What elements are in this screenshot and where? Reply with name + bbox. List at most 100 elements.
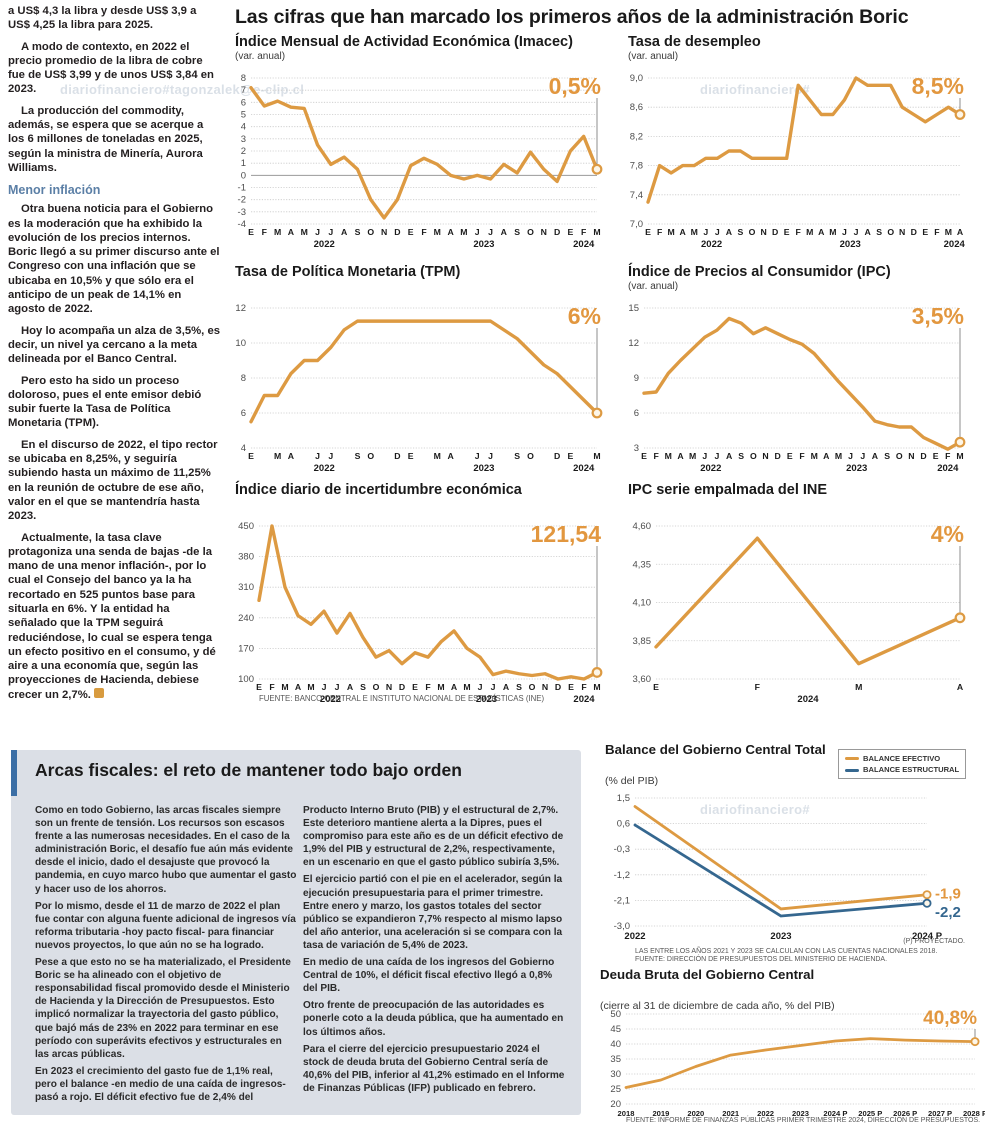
- svg-text:F: F: [799, 451, 804, 461]
- svg-text:8,5%: 8,5%: [912, 73, 964, 99]
- svg-text:S: S: [355, 227, 361, 237]
- svg-text:E: E: [248, 451, 254, 461]
- svg-text:F: F: [421, 227, 426, 237]
- svg-text:A: A: [677, 451, 684, 461]
- svg-text:25: 25: [610, 1084, 621, 1095]
- svg-text:E: E: [568, 682, 574, 692]
- svg-text:6: 6: [241, 97, 246, 108]
- svg-text:F: F: [657, 227, 662, 237]
- svg-text:F: F: [654, 451, 659, 461]
- svg-text:S: S: [876, 227, 882, 237]
- svg-text:M: M: [307, 682, 314, 692]
- svg-text:M: M: [281, 682, 288, 692]
- svg-text:D: D: [399, 682, 405, 692]
- svg-text:A: A: [447, 451, 454, 461]
- svg-text:2023: 2023: [840, 239, 861, 250]
- svg-text:45: 45: [610, 1024, 621, 1035]
- svg-text:D: D: [555, 682, 561, 692]
- svg-text:M: M: [945, 227, 952, 237]
- svg-text:0: 0: [241, 170, 246, 181]
- svg-text:J: J: [714, 451, 719, 461]
- svg-text:40: 40: [610, 1039, 621, 1050]
- svg-text:10: 10: [235, 338, 246, 349]
- svg-text:6%: 6%: [568, 303, 601, 329]
- svg-text:M: M: [689, 451, 696, 461]
- svg-text:D: D: [775, 451, 781, 461]
- svg-text:M: M: [463, 682, 470, 692]
- svg-text:3,85: 3,85: [633, 636, 652, 647]
- svg-text:A: A: [288, 451, 295, 461]
- svg-text:J: J: [488, 451, 493, 461]
- svg-text:J: J: [854, 227, 859, 237]
- svg-text:S: S: [516, 682, 522, 692]
- svg-text:3: 3: [634, 443, 639, 454]
- svg-text:O: O: [896, 451, 903, 461]
- svg-text:J: J: [328, 451, 333, 461]
- svg-text:M: M: [665, 451, 672, 461]
- svg-text:J: J: [491, 682, 496, 692]
- svg-text:D: D: [772, 227, 778, 237]
- svg-text:N: N: [899, 227, 905, 237]
- svg-text:FUENTE: INFORME DE FINANZAS PÚ: FUENTE: INFORME DE FINANZAS PÚBLICAS PRI…: [626, 1115, 980, 1124]
- svg-text:12: 12: [235, 303, 246, 314]
- svg-text:A: A: [872, 451, 879, 461]
- svg-text:A: A: [957, 682, 964, 692]
- svg-text:J: J: [842, 227, 847, 237]
- svg-text:N: N: [541, 227, 547, 237]
- svg-text:J: J: [702, 451, 707, 461]
- svg-text:7: 7: [241, 85, 246, 96]
- svg-text:A: A: [818, 227, 825, 237]
- svg-text:M: M: [593, 227, 600, 237]
- svg-text:15: 15: [628, 303, 639, 314]
- svg-text:7,8: 7,8: [630, 161, 643, 172]
- svg-text:(P) PROYECTADO.: (P) PROYECTADO.: [903, 938, 965, 945]
- svg-text:F: F: [945, 451, 950, 461]
- svg-text:2023: 2023: [770, 931, 791, 942]
- svg-text:-2,2: -2,2: [935, 904, 961, 921]
- svg-text:F: F: [755, 682, 760, 692]
- svg-text:J: J: [860, 451, 865, 461]
- svg-text:J: J: [322, 682, 327, 692]
- svg-text:2024: 2024: [797, 694, 819, 705]
- svg-text:E: E: [408, 227, 414, 237]
- svg-text:D: D: [911, 227, 917, 237]
- svg-text:M: M: [301, 227, 308, 237]
- svg-text:D: D: [554, 227, 560, 237]
- svg-text:M: M: [667, 227, 674, 237]
- svg-text:M: M: [806, 227, 813, 237]
- svg-text:2: 2: [241, 146, 246, 157]
- svg-text:35: 35: [610, 1054, 621, 1065]
- svg-text:7,0: 7,0: [630, 219, 643, 230]
- svg-text:S: S: [514, 451, 520, 461]
- svg-text:-4: -4: [238, 219, 246, 230]
- svg-text:0,5%: 0,5%: [549, 73, 601, 99]
- svg-text:O: O: [887, 227, 894, 237]
- svg-text:4%: 4%: [931, 521, 964, 547]
- svg-text:8,6: 8,6: [630, 102, 643, 113]
- svg-text:N: N: [908, 451, 914, 461]
- svg-text:O: O: [367, 227, 374, 237]
- svg-text:4,60: 4,60: [633, 521, 652, 532]
- svg-text:2023: 2023: [846, 463, 867, 474]
- svg-text:E: E: [408, 451, 414, 461]
- svg-text:3,60: 3,60: [633, 674, 652, 685]
- svg-text:J: J: [315, 227, 320, 237]
- svg-text:F: F: [425, 682, 430, 692]
- svg-text:J: J: [488, 227, 493, 237]
- svg-text:2024: 2024: [573, 463, 595, 474]
- svg-text:380: 380: [238, 552, 254, 563]
- svg-text:N: N: [762, 451, 768, 461]
- svg-text:E: E: [922, 227, 928, 237]
- svg-text:E: E: [256, 682, 262, 692]
- svg-text:M: M: [956, 451, 963, 461]
- svg-text:J: J: [703, 227, 708, 237]
- svg-text:LAS ENTRE LOS AÑOS 2021 Y 2023: LAS ENTRE LOS AÑOS 2021 Y 2023 SE CALCUL…: [635, 946, 937, 955]
- svg-text:E: E: [568, 451, 574, 461]
- svg-text:2024: 2024: [573, 239, 595, 250]
- svg-text:4: 4: [241, 122, 246, 133]
- svg-text:D: D: [394, 451, 400, 461]
- svg-text:-0,3: -0,3: [614, 844, 630, 855]
- svg-text:FUENTE: BANCO CENTRAL E INSTIT: FUENTE: BANCO CENTRAL E INSTITUTO NACION…: [259, 694, 544, 703]
- svg-text:S: S: [738, 227, 744, 237]
- svg-text:-1,2: -1,2: [614, 870, 630, 881]
